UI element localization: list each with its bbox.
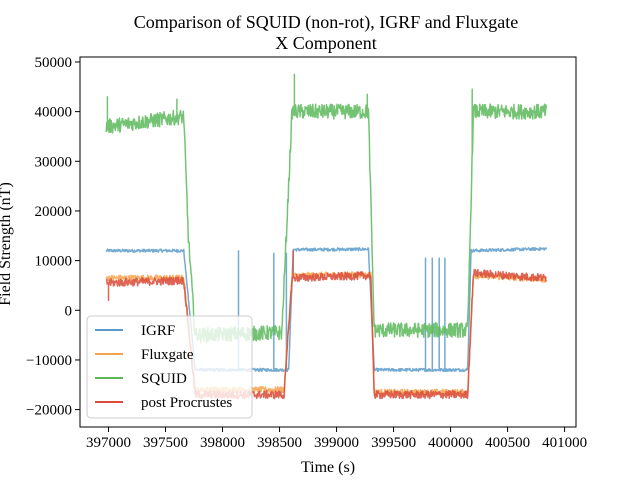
x-tick-label: 397500 [143, 435, 188, 451]
x-tick-label: 398000 [200, 435, 245, 451]
x-tick-label: 398500 [257, 435, 302, 451]
y-tick-label: 10000 [35, 254, 73, 270]
series-line-2 [105, 73, 548, 344]
y-tick-label: 50000 [35, 55, 73, 71]
y-tick-label: −20000 [26, 403, 72, 419]
chart-title-line-2: X Component [275, 33, 377, 53]
legend: IGRF Fluxgate SQUID post Procrustes [86, 315, 253, 419]
y-tick-label: 30000 [35, 154, 73, 170]
y-tick-label: 20000 [35, 204, 73, 220]
x-tick-label: 397000 [86, 435, 131, 451]
plot-frame [79, 56, 577, 428]
y-tick-label: 40000 [35, 105, 73, 121]
chart-title-line-1: Comparison of SQUID (non-rot), IGRF and … [134, 12, 518, 33]
x-axis: 397000 397500 398000 398500 399000 399500 4000… [86, 427, 587, 451]
y-tick-label: 0 [65, 303, 73, 319]
legend-label: SQUID [141, 371, 187, 387]
legend-label: post Procrustes [141, 395, 232, 411]
legend-label: IGRF [141, 323, 175, 339]
y-tick-label: −10000 [26, 353, 72, 369]
x-tick-label: 401000 [542, 435, 587, 451]
x-axis-title: Time (s) [301, 459, 355, 476]
series-line-3 [105, 249, 548, 400]
y-axis: −20000 −10000 0 10000 20000 30000 40000 50000 [26, 55, 80, 419]
x-tick-label: 399500 [371, 435, 416, 451]
series-layer [105, 73, 548, 400]
x-tick-label: 400000 [428, 435, 473, 451]
legend-box [86, 315, 253, 419]
legend-label: Fluxgate [141, 347, 194, 363]
x-tick-label: 399000 [314, 435, 359, 451]
series-line-0 [105, 246, 548, 373]
y-axis-title: Field Strength (nT) [0, 182, 14, 306]
x-tick-label: 400500 [485, 435, 530, 451]
